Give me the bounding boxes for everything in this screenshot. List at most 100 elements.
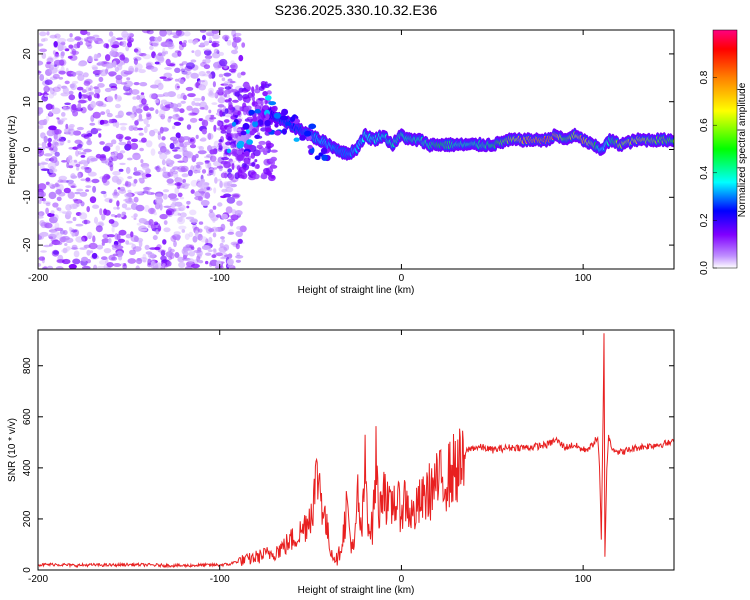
spectrogram-speckle xyxy=(157,249,166,253)
spectrogram-speckle xyxy=(198,260,204,264)
spectrogram-speckle xyxy=(162,189,170,193)
spectrogram-speckle xyxy=(229,220,234,227)
spectrogram-speckle xyxy=(267,83,272,87)
spectrogram-speckle xyxy=(218,73,224,78)
spectrogram-speckle xyxy=(95,153,102,159)
spectrogram-speckle xyxy=(119,54,126,61)
spectrogram-speckle xyxy=(221,213,228,220)
spectrogram-speckle xyxy=(180,212,187,218)
spectrogram-speckle xyxy=(72,110,79,117)
spectrogram-speckle xyxy=(133,196,139,203)
spectrogram-speckle xyxy=(230,214,239,221)
spectrogram-speckle xyxy=(101,119,109,124)
spectrogram-blob xyxy=(245,129,250,134)
spectrogram-speckle xyxy=(159,30,167,37)
spectrogram-speckle xyxy=(121,203,128,209)
spectrogram-speckle xyxy=(48,93,54,99)
x-tick-label: 0 xyxy=(399,273,405,284)
spectrogram-speckle xyxy=(87,94,93,102)
spectrogram-speckle xyxy=(179,108,185,114)
spectrogram-speckle xyxy=(173,173,179,179)
spectrogram-speckle xyxy=(59,119,65,123)
colorbar-tick-label: 0.6 xyxy=(699,118,710,132)
spectrogram-speckle xyxy=(141,98,147,105)
spectrogram-speckle xyxy=(200,236,208,243)
spectrogram-speckle xyxy=(184,233,190,240)
spectrogram-speckle xyxy=(114,93,118,100)
spectrogram-speckle xyxy=(71,80,79,84)
spectrogram-speckle xyxy=(108,254,116,261)
spectrogram-speckle xyxy=(111,44,120,49)
spectrogram-speckle xyxy=(45,103,53,110)
spectrogram-speckle xyxy=(40,132,46,139)
colorbar-tick-label: 0.0 xyxy=(699,261,710,275)
spectrogram-speckle xyxy=(260,81,267,86)
spectrogram-speckle xyxy=(265,140,272,147)
spectrogram-speckle xyxy=(226,196,236,204)
spectrogram-blob xyxy=(274,130,282,136)
colorbar-ticks: 0.0 0.2 0.4 0.6 0.8 xyxy=(699,70,717,275)
spectrogram-speckle xyxy=(99,69,108,77)
spectrogram-speckle xyxy=(153,211,157,216)
spectrogram-speckle xyxy=(93,93,100,99)
spectrogram-speckle xyxy=(108,238,112,244)
spectrogram-speckle xyxy=(58,70,66,75)
spectrogram-speckle xyxy=(79,247,88,250)
spectrogram-speckle xyxy=(181,61,188,65)
spectrogram-marks xyxy=(38,30,674,269)
spectrogram-speckle xyxy=(44,79,53,85)
spectrogram-speckle xyxy=(262,148,269,152)
spectrogram-speckle xyxy=(132,96,137,100)
spectrogram-speckle xyxy=(80,30,88,36)
spectrogram-speckle xyxy=(212,81,216,88)
spectrogram-speckle xyxy=(213,187,217,194)
spectrogram-speckle xyxy=(138,228,148,232)
spectrogram-speckle xyxy=(67,128,76,136)
spectrogram-speckle xyxy=(38,183,47,191)
spectrogram-speckle xyxy=(178,225,187,230)
spectrogram-speckle xyxy=(126,242,134,245)
y-tick-label: 600 xyxy=(22,408,33,425)
spectrogram-speckle xyxy=(127,32,134,37)
spectrogram-speckle xyxy=(154,246,161,251)
spectrogram-speckle xyxy=(68,263,77,269)
spectrogram-speckle xyxy=(219,180,223,188)
spectrogram-speckle xyxy=(201,128,207,135)
spectrogram-speckle xyxy=(119,186,126,192)
spectrogram-speckle xyxy=(85,177,91,182)
spectrogram-speckle xyxy=(209,149,217,155)
spectrogram-speckle xyxy=(160,103,164,110)
spectrogram-speckle xyxy=(77,172,81,179)
y-tick-label: 400 xyxy=(22,459,33,476)
spectrogram-speckle xyxy=(81,235,88,242)
spectrogram-speckle xyxy=(56,138,63,142)
spectrogram-speckle xyxy=(78,91,82,99)
spectrogram-speckle xyxy=(114,66,119,73)
spectrogram-speckle xyxy=(185,248,193,252)
spectrogram-speckle xyxy=(190,189,195,194)
spectrogram-speckle xyxy=(194,49,202,57)
spectrogram-speckle xyxy=(187,39,194,44)
spectrogram-blob xyxy=(264,119,271,127)
spectrogram-speckle xyxy=(235,128,243,131)
spectrogram-speckle xyxy=(235,243,240,250)
spectrogram-blob xyxy=(304,130,312,137)
spectrogram-speckle xyxy=(81,219,91,225)
spectrogram-speckle xyxy=(219,242,224,248)
spectrogram-speckle xyxy=(138,217,147,224)
spectrogram-speckle xyxy=(114,94,122,102)
spectrogram-speckle xyxy=(62,86,69,94)
spectrogram-speckle xyxy=(198,80,202,84)
spectrogram-speckle xyxy=(77,103,82,110)
spectrogram-speckle xyxy=(160,250,166,257)
spectrogram-speckle xyxy=(172,136,178,140)
spectrogram-speckle xyxy=(42,201,51,205)
spectrogram-speckle xyxy=(198,228,203,233)
spectrogram-speckle xyxy=(220,130,227,134)
spectrogram-speckle xyxy=(115,133,124,140)
spectrogram-speckle xyxy=(51,107,61,115)
spectrogram-speckle xyxy=(112,194,118,199)
spectrogram-speckle xyxy=(108,156,114,163)
spectrogram-speckle xyxy=(198,188,207,194)
spectrogram-blob xyxy=(281,128,287,135)
